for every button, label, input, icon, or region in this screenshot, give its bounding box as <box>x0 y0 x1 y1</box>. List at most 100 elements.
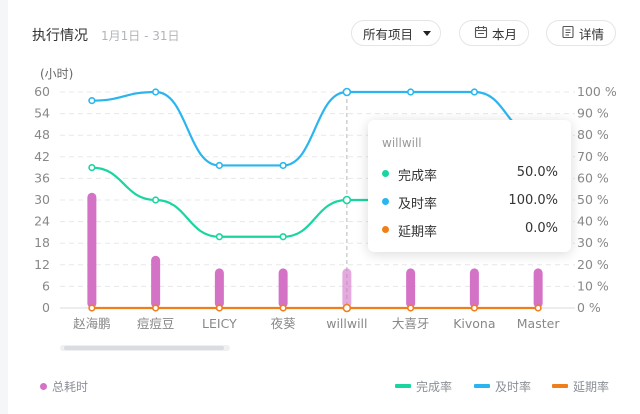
series-point <box>534 304 542 312</box>
tooltip-row-value: 100.0% <box>508 193 558 208</box>
bar <box>469 268 479 308</box>
series-point <box>88 304 96 312</box>
bar <box>278 268 288 308</box>
left-tick-label: 12 <box>34 257 50 272</box>
right-tick-label: 10 % <box>577 278 609 293</box>
document-icon <box>561 25 575 42</box>
series-point <box>470 304 478 312</box>
right-tick-label: 20 % <box>577 257 609 272</box>
calendar-icon <box>474 25 488 42</box>
right-tick-label: 70 % <box>577 149 609 164</box>
left-tick-label: 36 <box>34 170 50 185</box>
series-point <box>279 161 287 170</box>
detail-button-label: 详情 <box>579 26 605 42</box>
left-tick-label: 42 <box>34 149 50 164</box>
project-select-label: 所有项目 <box>363 26 414 42</box>
left-axis-title: (小时) <box>40 67 73 81</box>
right-tick-label: 80 % <box>577 127 609 142</box>
legend-completion[interactable]: 完成率 <box>395 378 452 395</box>
left-tick-label: 24 <box>34 214 50 229</box>
series-point <box>152 304 160 312</box>
legend-timely[interactable]: 及时率 <box>474 378 531 395</box>
right-axis-ticks: 0 % 10 % 20 % 30 % 40 % 50 % 60 % 70 % 80 % 90 % 1… <box>577 84 617 315</box>
legend-label: 延期率 <box>573 380 610 394</box>
bar-series-total-hours <box>87 192 543 308</box>
timely-dot-icon <box>382 198 389 205</box>
tooltip-row-timely: 及时率 100.0% <box>382 192 558 212</box>
delay-dot-icon <box>382 226 389 233</box>
x-tick-label: Master <box>517 316 561 331</box>
x-tick-label: willwill <box>326 316 367 331</box>
tooltip-row-label: 完成率 <box>398 169 438 184</box>
right-tick-label: 100 % <box>577 84 617 99</box>
series-point <box>215 233 223 241</box>
series-point <box>152 88 160 96</box>
x-tick-label: LEICY <box>202 316 237 331</box>
caret-down-icon <box>423 30 432 36</box>
series-point <box>470 88 478 96</box>
right-tick-label: 50 % <box>577 192 609 207</box>
x-tick-label: 赵海鹏 <box>73 316 111 331</box>
delay-legend-line-icon <box>552 384 568 388</box>
tooltip-title: willwill <box>382 136 422 150</box>
series-point <box>342 87 352 97</box>
x-tick-label: 大喜牙 <box>392 316 430 331</box>
project-select[interactable]: 所有项目 <box>351 20 441 46</box>
series-point <box>88 164 96 172</box>
card-title: 执行情况 <box>32 28 88 44</box>
completion-legend-line-icon <box>395 384 411 388</box>
bar <box>533 268 543 308</box>
legend-label: 总耗时 <box>52 380 89 394</box>
right-tick-label: 30 % <box>577 235 609 250</box>
bar <box>214 268 224 308</box>
right-tick-label: 40 % <box>577 214 609 229</box>
right-tick-label: 0 % <box>577 300 601 315</box>
right-tick-label: 60 % <box>577 170 609 185</box>
line-series <box>88 87 542 313</box>
left-axis-ticks: 0 6 12 18 24 30 36 42 48 54 60 <box>34 84 50 315</box>
right-tick-label: 90 % <box>577 106 609 121</box>
series-point <box>407 304 415 312</box>
series-point <box>215 304 223 312</box>
month-button[interactable]: 本月 <box>459 20 529 46</box>
left-tick-label: 30 <box>34 192 50 207</box>
series-point <box>279 233 287 241</box>
tooltip-row-completion: 完成率 50.0% <box>382 164 558 184</box>
tooltip-row-value: 50.0% <box>516 165 558 180</box>
bar <box>151 255 161 308</box>
legend-label: 完成率 <box>416 380 453 394</box>
series-point <box>215 161 223 170</box>
bar <box>87 192 97 308</box>
series-point <box>88 97 96 105</box>
series-point <box>342 303 352 313</box>
bar <box>406 268 416 308</box>
left-tick-label: 6 <box>42 278 50 293</box>
chart-tooltip: willwill 完成率 50.0% 及时率 100.0% 延期率 0.0% <box>368 120 571 252</box>
left-tick-label: 54 <box>34 106 50 121</box>
legend-label: 及时率 <box>495 380 532 394</box>
left-tick-label: 60 <box>34 84 50 99</box>
month-button-label: 本月 <box>492 26 518 42</box>
detail-button[interactable]: 详情 <box>546 20 616 46</box>
series-point <box>152 196 160 204</box>
timely-legend-line-icon <box>474 384 490 388</box>
bar-legend-dot-icon <box>40 383 47 390</box>
date-range: 1月1日 - 31日 <box>101 29 180 43</box>
left-tick-label: 48 <box>34 127 50 142</box>
x-tick-label: 痘痘豆 <box>137 316 175 331</box>
tooltip-row-delay: 延期率 0.0% <box>382 220 558 240</box>
tooltip-row-label: 延期率 <box>398 225 438 240</box>
bar <box>342 268 352 308</box>
series-point <box>279 304 287 312</box>
scrollbar-thumb[interactable] <box>64 346 224 350</box>
completion-dot-icon <box>382 170 389 177</box>
series-point <box>407 88 415 96</box>
x-tick-label: Kivona <box>453 316 495 331</box>
legend-total-hours[interactable]: 总耗时 <box>40 378 88 395</box>
legend-delay[interactable]: 延期率 <box>552 378 609 395</box>
tooltip-row-value: 0.0% <box>524 221 558 236</box>
left-tick-label: 18 <box>34 235 50 250</box>
tooltip-row-label: 及时率 <box>398 197 438 212</box>
x-tick-label: 夜葵 <box>271 316 297 331</box>
